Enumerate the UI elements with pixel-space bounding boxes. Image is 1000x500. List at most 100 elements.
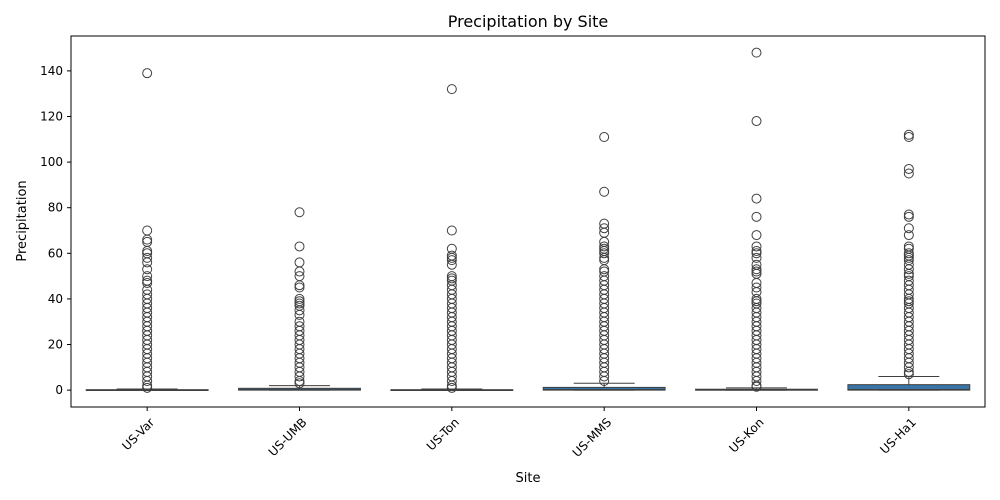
outlier-point — [903, 362, 914, 373]
outlier-point — [294, 293, 305, 304]
outlier-point — [751, 266, 762, 277]
outlier-point — [903, 209, 914, 220]
y-tick-label: 20 — [48, 338, 63, 352]
outlier-point — [294, 207, 305, 218]
outlier-point — [751, 246, 762, 257]
outlier-point — [903, 223, 914, 234]
outlier-point — [599, 132, 610, 143]
outlier-point — [446, 382, 457, 393]
outlier-point — [142, 382, 153, 393]
chart-title: Precipitation by Site — [448, 12, 609, 31]
outlier-point — [142, 264, 153, 275]
outlier-point — [751, 116, 762, 127]
outlier-point — [142, 380, 153, 391]
x-tick-label: US-MMS — [570, 415, 615, 460]
outlier-point — [599, 186, 610, 197]
outlier-point — [142, 234, 153, 245]
box-group-us-kon — [695, 47, 818, 392]
y-tick-label: 140 — [40, 64, 63, 78]
outlier-point — [599, 241, 610, 252]
outlier-point — [751, 376, 762, 387]
outlier-point — [142, 257, 153, 268]
outlier-point — [294, 371, 305, 382]
box — [542, 386, 666, 391]
outlier-point — [142, 68, 153, 79]
outlier-point — [903, 132, 914, 143]
outlier-point — [142, 236, 153, 247]
outlier-point — [294, 298, 305, 309]
outlier-point — [751, 230, 762, 241]
outlier-point — [294, 257, 305, 268]
outlier-point — [751, 282, 762, 293]
outlier-point — [294, 280, 305, 291]
outlier-point — [599, 371, 610, 382]
outlier-point — [903, 211, 914, 222]
x-tick-label: US-Ton — [424, 415, 462, 453]
outlier-point — [599, 376, 610, 387]
outlier-point — [446, 376, 457, 387]
outlier-point — [599, 252, 610, 263]
plot-area — [85, 47, 971, 393]
outlier-point — [751, 241, 762, 252]
outlier-point — [142, 376, 153, 387]
y-axis-label: Precipitation — [15, 180, 30, 261]
outlier-point — [599, 248, 610, 259]
outlier-point — [903, 129, 914, 140]
box-group-us-ton — [390, 84, 514, 393]
outlier-point — [294, 282, 305, 293]
box-group-us-umb — [238, 207, 361, 391]
outlier-point — [599, 264, 610, 275]
outlier-point — [142, 225, 153, 236]
outlier-point — [751, 252, 762, 263]
outlier-point — [294, 376, 305, 387]
outlier-point — [446, 380, 457, 391]
outlier-point — [142, 252, 153, 263]
outlier-point — [446, 255, 457, 266]
outlier-point — [446, 252, 457, 263]
y-tick-label: 100 — [40, 155, 63, 169]
outlier-point — [751, 211, 762, 222]
y-tick-label: 0 — [55, 383, 63, 397]
outlier-point — [751, 264, 762, 275]
outlier-point — [142, 246, 153, 257]
x-tick-label: US-Ha1 — [877, 415, 919, 457]
outlier-point — [903, 163, 914, 174]
outlier-point — [751, 193, 762, 204]
x-tick-label: US-UMB — [266, 415, 310, 459]
y-tick-label: 60 — [48, 246, 63, 260]
x-tick-label: US-Var — [119, 415, 157, 453]
outlier-point — [903, 366, 914, 377]
outlier-point — [903, 252, 914, 263]
outlier-point — [751, 248, 762, 259]
outlier-point — [294, 378, 305, 389]
outlier-point — [142, 271, 153, 282]
outlier-point — [294, 309, 305, 320]
outlier-point — [751, 381, 762, 392]
y-tick-label: 40 — [48, 292, 63, 306]
outlier-point — [446, 84, 457, 95]
outlier-point — [599, 223, 610, 234]
x-axis-label: Site — [516, 471, 541, 486]
outlier-point — [446, 273, 457, 284]
plot-frame — [70, 35, 986, 408]
box-group-us-ha1 — [847, 129, 971, 391]
outlier-point — [294, 305, 305, 316]
box — [847, 384, 971, 391]
outlier-point — [294, 241, 305, 252]
outlier-point — [903, 230, 914, 241]
outlier-point — [903, 296, 914, 307]
outlier-point — [599, 255, 610, 266]
outlier-point — [903, 268, 914, 279]
outlier-point — [294, 266, 305, 277]
outlier-point — [903, 248, 914, 259]
x-tick-label: US-Kon — [726, 415, 766, 455]
outlier-point — [142, 277, 153, 288]
outlier-point — [903, 168, 914, 179]
y-tick-label: 120 — [40, 109, 63, 123]
outlier-point — [751, 296, 762, 307]
outlier-point — [446, 225, 457, 236]
outlier-point — [903, 369, 914, 380]
outlier-point — [751, 47, 762, 58]
box-group-us-mms — [542, 132, 666, 391]
